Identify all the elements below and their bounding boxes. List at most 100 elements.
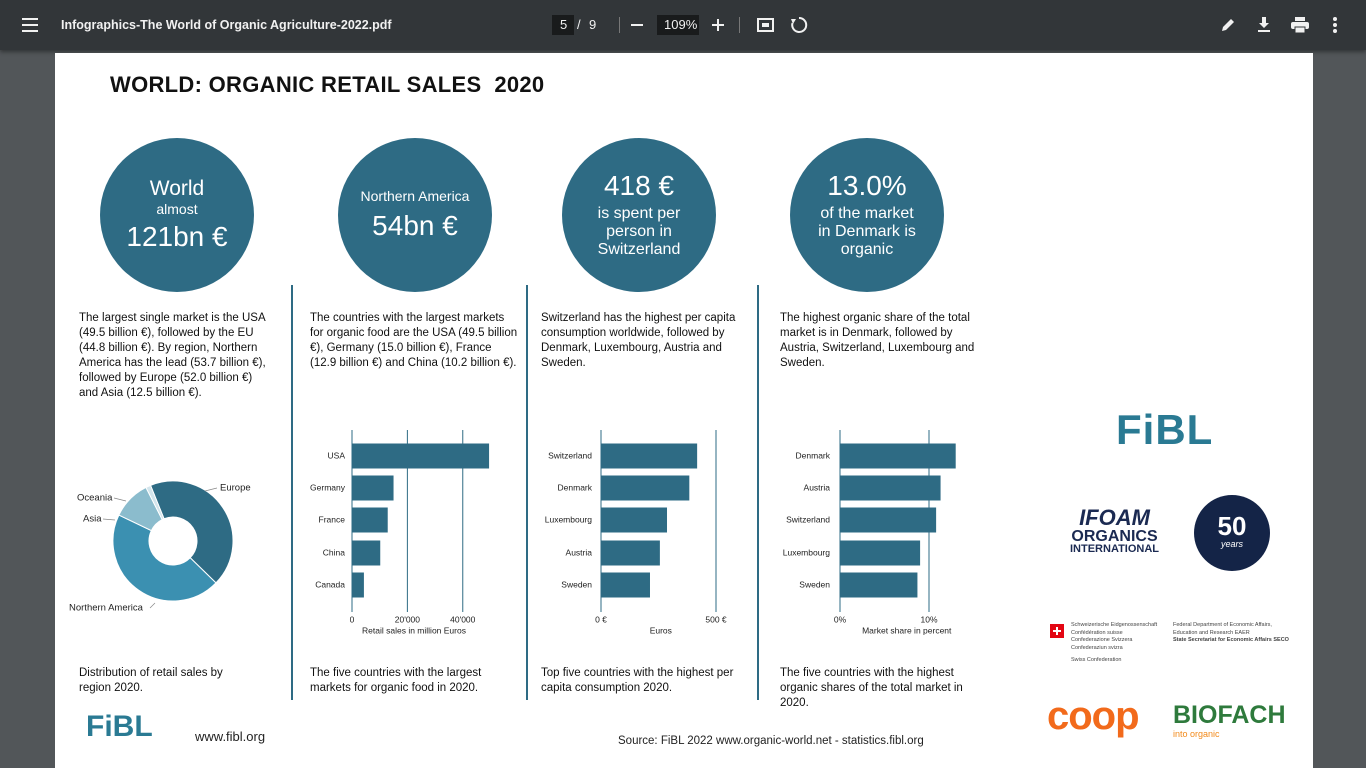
- circle-line: Northern America: [360, 187, 470, 204]
- circle-line: person in: [606, 222, 672, 240]
- circle-line: in Denmark is: [818, 222, 916, 240]
- circle-line: World: [149, 176, 205, 200]
- y-tick-label: Sweden: [799, 579, 830, 589]
- leader-line: [102, 518, 116, 521]
- zoom-in[interactable]: [712, 19, 724, 31]
- bar: [840, 540, 921, 566]
- swiss-text: Schweizerische Eidgenossenschaft Confédé…: [1071, 622, 1157, 665]
- y-tick-label: Switzerland: [786, 514, 830, 524]
- seco-line: Federal Department of Economic Affairs,: [1173, 622, 1272, 628]
- donut-label: Northern America: [69, 603, 144, 614]
- separator: [619, 17, 620, 33]
- leader-line: [149, 602, 156, 609]
- download-button[interactable]: [1256, 16, 1272, 33]
- file-name: Infographics-The World of Organic Agricu…: [61, 18, 392, 32]
- menu-button[interactable]: [22, 17, 40, 33]
- leader-line: [204, 487, 218, 492]
- zoom-value: 109%: [664, 17, 698, 32]
- bar: [601, 507, 668, 533]
- caption: Top five countries with the highest per …: [541, 667, 734, 694]
- swiss-line: Confédération suisse: [1071, 629, 1123, 636]
- rotate-button[interactable]: [790, 16, 808, 34]
- divider: [291, 285, 293, 700]
- ifoam-logo: IFOAM ORGANICS INTERNATIONAL: [1070, 506, 1159, 556]
- panel-text: The largest single market is the USA (49…: [79, 312, 266, 399]
- swiss-line: Swiss Confederation: [1071, 657, 1122, 663]
- donut-label: Oceania: [77, 493, 113, 504]
- fifty-years-logo: 50 years: [1194, 495, 1270, 571]
- ifoam-text: ORGANICS: [1071, 528, 1158, 545]
- footer-source: Source: FiBL 2022 www.organic-world.net …: [618, 735, 924, 747]
- fibl-logo: FiBL: [1116, 406, 1214, 453]
- x-tick-label: 10%: [920, 614, 937, 624]
- x-tick-label: 0: [350, 614, 355, 624]
- seco-line: State Secretariat for Economic Affairs S…: [1173, 637, 1289, 643]
- page-input[interactable]: [552, 15, 574, 35]
- swiss-line: Confederazione Svizzera: [1071, 637, 1133, 643]
- stat-circle: 13.0% of the market in Denmark is organi…: [790, 138, 944, 292]
- donut-label: Europe: [220, 483, 251, 494]
- x-axis-label: Retail sales in million Euros: [362, 625, 466, 635]
- panel-text: Switzerland has the highest per capita c…: [541, 312, 736, 369]
- donut-wedge: [145, 484, 165, 521]
- y-tick-label: France: [319, 514, 346, 524]
- annotate-button[interactable]: [1220, 17, 1236, 33]
- y-tick-label: Denmark: [796, 450, 831, 460]
- x-tick-label: 0 €: [595, 614, 607, 624]
- swiss-flag: [1050, 624, 1064, 638]
- fifty: 50: [1217, 511, 1247, 541]
- circle-line: Switzerland: [597, 241, 681, 259]
- bar: [352, 475, 394, 501]
- zoom-input[interactable]: [657, 15, 699, 35]
- bar: [840, 572, 918, 598]
- page-total: 9: [589, 17, 597, 32]
- y-tick-label: Switzerland: [548, 450, 592, 460]
- y-tick-label: USA: [328, 450, 346, 460]
- panel-text: The countries with the largest markets f…: [310, 312, 518, 369]
- donut-label: Asia: [83, 514, 102, 525]
- bar: [352, 540, 381, 566]
- bar: [352, 507, 388, 533]
- x-tick-label: 20'000: [395, 614, 421, 624]
- fit-button[interactable]: [757, 17, 775, 33]
- stat-circle: Northern America 54bn €: [338, 138, 492, 292]
- coop-logo: coop: [1047, 694, 1140, 738]
- bar: [352, 443, 490, 469]
- bar: [840, 475, 941, 501]
- bar: [601, 572, 650, 598]
- print-button[interactable]: [1291, 17, 1309, 33]
- x-tick-label: 40'000: [450, 614, 476, 624]
- biofach-sub: into organic: [1173, 729, 1220, 739]
- circle-line: 121bn €: [126, 221, 228, 253]
- stat-circle: 418 € is spent per person in Switzerland: [562, 138, 716, 292]
- stat-circle: World almost 121bn €: [100, 138, 254, 292]
- divider: [757, 285, 759, 700]
- y-tick-label: Canada: [315, 579, 345, 589]
- swiss-line: Schweizerische Eidgenossenschaft: [1071, 622, 1158, 628]
- ifoam-text: INTERNATIONAL: [1070, 543, 1160, 555]
- leader-line: [113, 497, 127, 502]
- zoom-out[interactable]: [631, 24, 643, 26]
- caption: Distribution of retail sales by region 2…: [79, 667, 223, 694]
- page-number: 5: [560, 17, 568, 32]
- circle-line: 418 €: [603, 170, 675, 202]
- more-button[interactable]: [1333, 17, 1337, 33]
- divider: [526, 285, 528, 700]
- circle-line: 13.0%: [827, 170, 907, 202]
- caption: The five countries with the highest orga…: [780, 667, 963, 709]
- biofach-logo: BIOFACH: [1173, 701, 1286, 729]
- circle-line: is spent per: [597, 204, 681, 222]
- panel-text: The highest organic share of the total m…: [780, 312, 975, 369]
- title: WORLD: ORGANIC RETAIL SALES 2020: [110, 72, 545, 97]
- seco-text: Federal Department of Economic Affairs, …: [1173, 622, 1289, 645]
- y-tick-label: Denmark: [558, 482, 593, 492]
- bar: [840, 507, 937, 533]
- x-axis-label: Market share in percent: [862, 625, 952, 635]
- page-separator: /: [577, 17, 581, 32]
- bar: [352, 572, 364, 598]
- bar: [840, 443, 956, 469]
- circle-line: almost: [156, 200, 198, 217]
- footer-fibl: FiBL: [86, 710, 153, 743]
- x-tick-label: 500 €: [705, 614, 727, 624]
